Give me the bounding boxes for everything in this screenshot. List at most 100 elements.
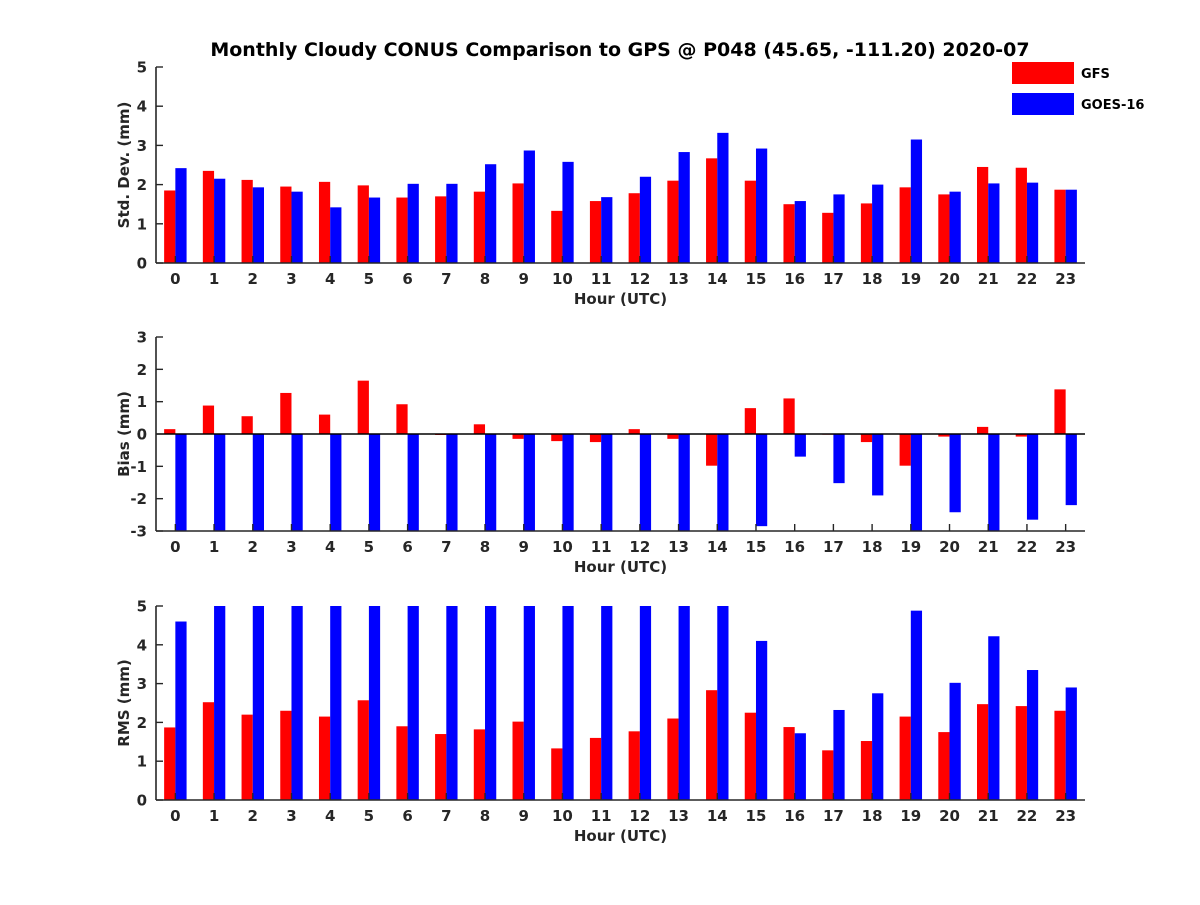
x-tick-label: 21 <box>978 807 999 825</box>
bar-goes-16-17 <box>833 709 845 800</box>
bar-goes-16-7 <box>446 183 458 263</box>
bar-gfs-7 <box>435 196 447 263</box>
x-tick-label: 12 <box>629 807 650 825</box>
bar-gfs-15 <box>744 408 756 434</box>
bar-gfs-19 <box>899 434 911 466</box>
y-tick-label: 5 <box>137 598 147 616</box>
bar-goes-16-3 <box>291 434 303 531</box>
x-tick-label: 0 <box>170 270 180 288</box>
bar-goes-16-1 <box>214 178 226 263</box>
bar-gfs-6 <box>396 726 408 800</box>
x-tick-label: 22 <box>1017 807 1038 825</box>
x-tick-label: 5 <box>364 270 374 288</box>
y-tick-label: 1 <box>137 393 147 411</box>
bar-goes-16-17 <box>833 434 845 484</box>
x-tick-label: 14 <box>707 538 728 556</box>
bar-gfs-15 <box>744 180 756 263</box>
bar-gfs-3 <box>280 710 292 800</box>
bar-goes-16-1 <box>214 434 226 531</box>
x-tick-label: 2 <box>248 807 258 825</box>
x-tick-label: 17 <box>823 538 844 556</box>
bar-gfs-0 <box>164 429 176 434</box>
bar-goes-16-0 <box>175 434 187 531</box>
bar-goes-16-4 <box>330 606 342 800</box>
bar-goes-16-12 <box>639 434 652 531</box>
x-tick-label: 3 <box>286 807 296 825</box>
y-tick-label: 3 <box>137 329 147 347</box>
x-tick-label: 15 <box>746 270 767 288</box>
x-tick-label: 3 <box>286 270 296 288</box>
bar-goes-16-23 <box>1065 687 1077 800</box>
legend: GFS GOES-16 <box>1012 62 1144 115</box>
bar-goes-16-13 <box>678 606 690 800</box>
x-tick-label: 16 <box>784 538 805 556</box>
bar-gfs-1 <box>202 170 215 263</box>
x-tick-label: 3 <box>286 538 296 556</box>
bar-gfs-21 <box>977 166 989 263</box>
x-tick-label: 2 <box>248 538 258 556</box>
y-tick-label: 4 <box>137 98 147 116</box>
bar-gfs-1 <box>202 702 215 800</box>
bar-gfs-9 <box>512 721 524 800</box>
x-tick-label: 4 <box>325 807 335 825</box>
bar-goes-16-22 <box>1026 670 1039 800</box>
x-tick-label: 20 <box>939 807 960 825</box>
bar-goes-16-3 <box>291 606 303 800</box>
x-tick-label: 18 <box>862 538 883 556</box>
x-tick-label: 23 <box>1055 270 1076 288</box>
bar-goes-16-2 <box>252 606 264 800</box>
x-tick-label: 5 <box>364 807 374 825</box>
bar-goes-16-21 <box>988 183 1000 263</box>
x-tick-label: 6 <box>402 807 412 825</box>
x-axis-label: Hour (UTC) <box>574 558 667 576</box>
bar-goes-16-4 <box>330 207 342 263</box>
x-tick-label: 11 <box>591 538 612 556</box>
bar-goes-16-16 <box>794 733 806 800</box>
bar-gfs-13 <box>667 180 679 263</box>
y-tick-label: -2 <box>130 490 147 508</box>
bar-goes-16-7 <box>446 434 458 531</box>
x-tick-label: 17 <box>823 807 844 825</box>
bar-goes-16-9 <box>523 434 535 531</box>
legend-swatch-gfs <box>1012 62 1074 84</box>
x-tick-label: 9 <box>519 807 529 825</box>
bar-goes-16-2 <box>252 434 264 531</box>
bar-gfs-8 <box>473 191 486 263</box>
bar-goes-16-21 <box>988 636 1000 800</box>
bar-goes-16-1 <box>214 606 226 800</box>
chart-title: Monthly Cloudy CONUS Comparison to GPS @… <box>210 39 1029 61</box>
x-tick-label: 12 <box>629 538 650 556</box>
bar-gfs-18 <box>860 741 873 800</box>
x-tick-label: 12 <box>629 270 650 288</box>
bar-goes-16-18 <box>872 693 884 800</box>
bar-goes-16-10 <box>562 606 574 800</box>
bar-gfs-4 <box>318 181 331 263</box>
x-tick-label: 1 <box>209 270 219 288</box>
bar-gfs-16 <box>783 398 795 434</box>
x-tick-label: 4 <box>325 270 335 288</box>
bar-gfs-10 <box>551 210 563 263</box>
bar-goes-16-13 <box>678 434 690 531</box>
bar-goes-16-10 <box>562 161 574 263</box>
bar-gfs-10 <box>551 434 563 442</box>
x-tick-label: 14 <box>707 807 728 825</box>
bar-goes-16-19 <box>910 610 923 800</box>
bar-gfs-5 <box>357 185 369 263</box>
bar-gfs-14 <box>706 690 718 800</box>
x-tick-label: 4 <box>325 538 335 556</box>
bar-goes-16-7 <box>446 606 458 800</box>
y-axis-label: RMS (mm) <box>115 659 133 746</box>
bar-gfs-8 <box>473 729 486 800</box>
bar-gfs-17 <box>822 750 834 800</box>
bar-gfs-6 <box>396 197 408 263</box>
bar-gfs-17 <box>822 212 834 263</box>
y-axis-label: Std. Dev. (mm) <box>115 102 133 229</box>
x-tick-label: 1 <box>209 538 219 556</box>
x-tick-label: 11 <box>591 270 612 288</box>
bar-gfs-5 <box>357 380 369 434</box>
x-tick-label: 8 <box>480 270 490 288</box>
bar-gfs-20 <box>938 732 950 800</box>
bar-gfs-16 <box>783 727 795 800</box>
